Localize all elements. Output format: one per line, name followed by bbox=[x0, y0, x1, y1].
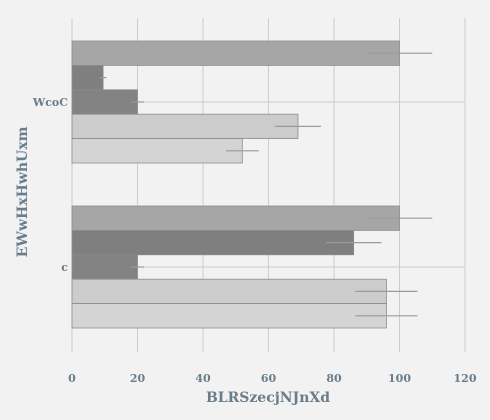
bar bbox=[71, 65, 104, 91]
y-tick-label: WcoC bbox=[32, 96, 68, 109]
x-tick-label: 60 bbox=[261, 372, 277, 385]
x-tick-label: 120 bbox=[454, 372, 477, 385]
x-tick-label: 80 bbox=[326, 372, 342, 385]
x-axis-label: BLRSzecjNJnXd bbox=[206, 390, 330, 406]
y-tick-label: c bbox=[61, 261, 68, 274]
bar bbox=[71, 113, 299, 139]
bar bbox=[71, 205, 400, 231]
bar bbox=[71, 40, 400, 66]
bars bbox=[71, 40, 400, 329]
x-tick-label: 0 bbox=[68, 372, 76, 385]
bar bbox=[71, 303, 387, 329]
x-tick-label: 20 bbox=[130, 372, 146, 385]
error-bars bbox=[99, 52, 433, 317]
y-axis-label: EWwHxHwhUxm bbox=[15, 126, 31, 257]
bar bbox=[71, 138, 243, 164]
bar bbox=[71, 89, 138, 115]
bar bbox=[71, 278, 387, 305]
x-tick-label: 40 bbox=[195, 372, 211, 385]
bar bbox=[71, 254, 138, 280]
x-tick-label: 100 bbox=[388, 372, 411, 385]
bar bbox=[71, 229, 355, 256]
tick-labels: 0 20 40 60 80 100 120 WcoC c bbox=[32, 96, 477, 385]
grid bbox=[71, 18, 466, 352]
